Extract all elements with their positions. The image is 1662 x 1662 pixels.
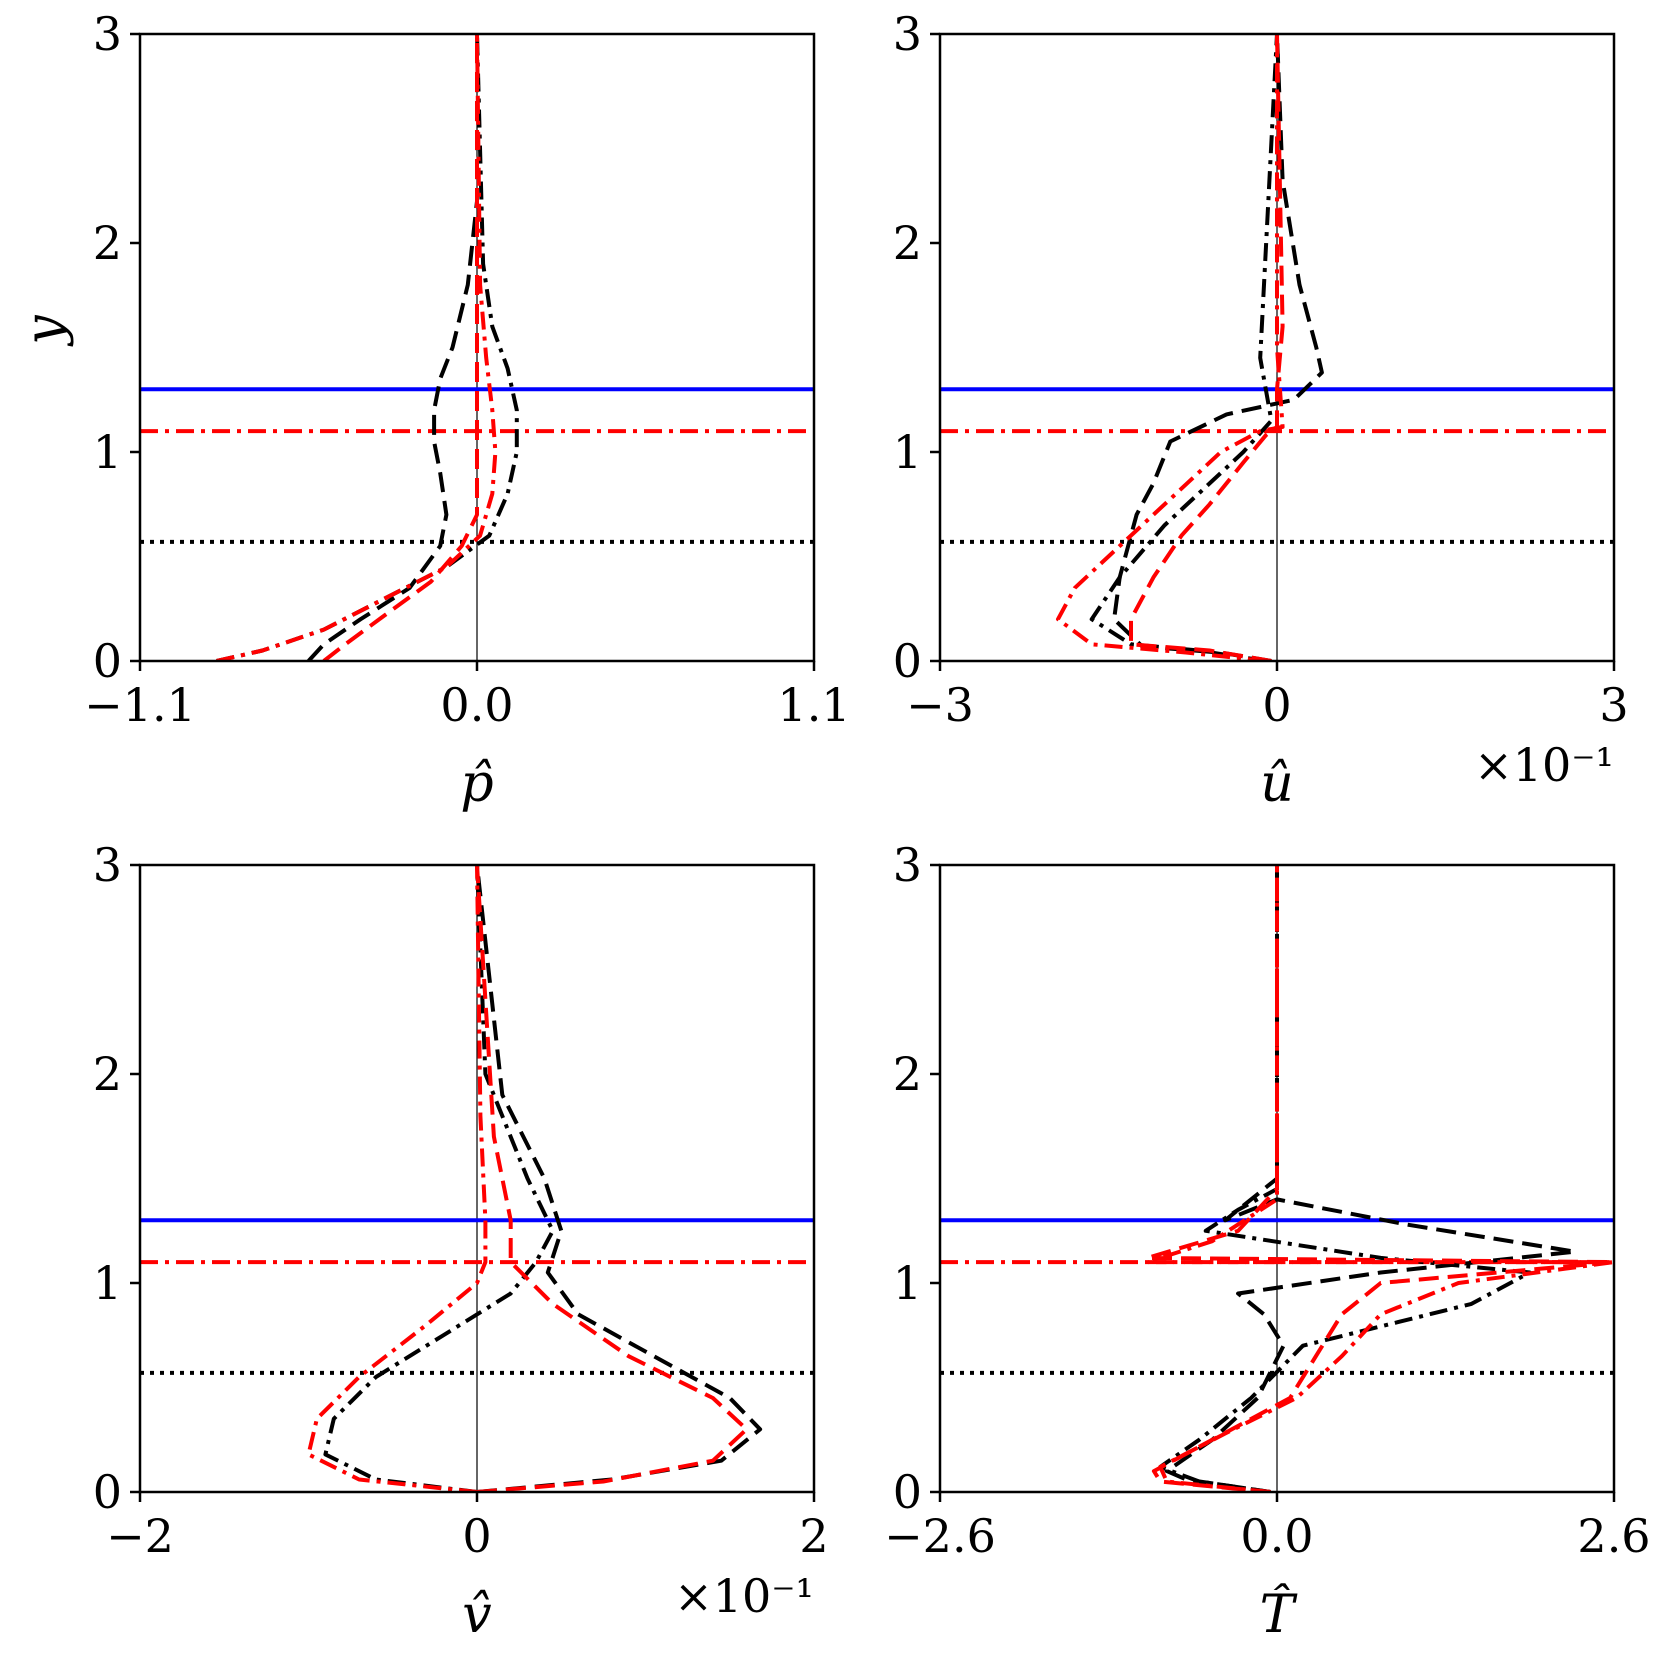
panel-u-xlabel: û xyxy=(1260,754,1294,814)
panel-T: −2.6 0.0 2.6 0 1 2 3 T̂ xyxy=(884,838,1650,1645)
panel-u-ytick-label-0: 0 xyxy=(893,634,922,688)
panel-p-ytick-label-2: 2 xyxy=(93,216,122,270)
panel-p-series-2 xyxy=(322,34,479,661)
panel-u-ytick-label-2: 2 xyxy=(893,216,922,270)
panel-v-ytick-label-1: 1 xyxy=(93,1256,122,1310)
panel-p-ytick-label-0: 0 xyxy=(93,634,122,688)
panel-p-xtick-label-1: 0.0 xyxy=(440,678,513,732)
panel-v-series-2 xyxy=(475,865,749,1492)
panel-p-series-1 xyxy=(216,34,519,661)
panel-p-ytick-label-1: 1 xyxy=(93,425,122,479)
panel-v-xtick-label-0: −2 xyxy=(106,1509,174,1563)
panel-p-series-0 xyxy=(307,34,479,661)
panel-u-series-2 xyxy=(1129,34,1285,661)
panel-T-ytick-label-2: 2 xyxy=(893,1047,922,1101)
panel-v-series-0 xyxy=(475,865,763,1492)
panel-v-exponent-label: ×10⁻¹ xyxy=(674,1569,814,1623)
panel-u-series-1 xyxy=(1089,34,1279,661)
panel-T-ytick-label-3: 3 xyxy=(893,838,922,892)
panel-v-ytick-label-0: 0 xyxy=(93,1465,122,1519)
panel-p-xlabel: p̂ xyxy=(460,754,493,814)
panel-v-ytick-label-2: 2 xyxy=(93,1047,122,1101)
panel-u-xtick-label-1: 0 xyxy=(1262,678,1291,732)
panel-T-ytick-label-0: 0 xyxy=(893,1465,922,1519)
panel-p: −1.1 0.0 1.1 0 1 2 3 p̂ xyxy=(84,7,850,814)
panel-T-xtick-label-2: 2.6 xyxy=(1577,1509,1650,1563)
panel-u-xtick-label-2: 3 xyxy=(1599,678,1628,732)
panel-T-ytick-label-1: 1 xyxy=(893,1256,922,1310)
panel-p-xtick-label-2: 1.1 xyxy=(777,678,850,732)
panel-T-xtick-label-0: −2.6 xyxy=(884,1509,996,1563)
panel-T-series-0 xyxy=(1164,865,1578,1492)
panel-u-ytick-label-1: 1 xyxy=(893,425,922,479)
panel-T-xlabel: T̂ xyxy=(1260,1584,1298,1645)
panel-T-series-2 xyxy=(1145,865,1614,1492)
panel-u-series-0 xyxy=(1112,34,1324,661)
panel-u-exponent-label: ×10⁻¹ xyxy=(1474,738,1614,792)
panel-u-ytick-label-3: 3 xyxy=(893,7,922,61)
panel-p-ytick-label-3: 3 xyxy=(93,7,122,61)
panel-T-series-3 xyxy=(1145,865,1614,1492)
panel-v-series-3 xyxy=(306,865,488,1492)
panel-p-xtick-label-0: −1.1 xyxy=(84,678,196,732)
panel-T-xtick-label-1: 0.0 xyxy=(1240,1509,1313,1563)
panel-T-series-1 xyxy=(1158,865,1532,1492)
panel-v-series-1 xyxy=(323,865,555,1492)
panel-v-xtick-label-1: 0 xyxy=(462,1509,491,1563)
panel-u-xtick-label-0: −3 xyxy=(906,678,974,732)
panel-v-xlabel: v̂ xyxy=(462,1585,491,1645)
y-axis-label: y xyxy=(15,315,75,347)
panel-v-ytick-label-3: 3 xyxy=(93,838,122,892)
panel-v-xtick-label-2: 2 xyxy=(799,1509,828,1563)
panel-u-series-3 xyxy=(1056,34,1285,661)
